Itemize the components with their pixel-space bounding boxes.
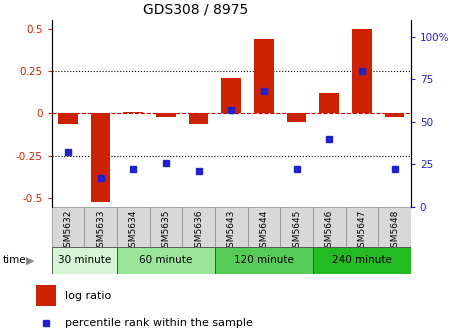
Text: 30 minute: 30 minute — [57, 255, 111, 265]
Title: GDS308 / 8975: GDS308 / 8975 — [143, 2, 248, 16]
Text: GSM5644: GSM5644 — [260, 210, 269, 253]
Text: ▶: ▶ — [26, 255, 35, 265]
Text: time: time — [2, 255, 26, 265]
Bar — [280, 207, 313, 247]
Text: GSM5634: GSM5634 — [129, 210, 138, 253]
Text: 120 minute: 120 minute — [234, 255, 294, 265]
Bar — [352, 29, 372, 114]
Text: GSM5645: GSM5645 — [292, 210, 301, 253]
Bar — [319, 93, 339, 114]
Bar — [385, 114, 404, 117]
Text: GSM5646: GSM5646 — [325, 210, 334, 253]
Text: GSM5636: GSM5636 — [194, 210, 203, 253]
Bar — [156, 114, 176, 117]
Bar — [215, 247, 313, 274]
Text: GSM5648: GSM5648 — [390, 210, 399, 253]
Bar — [117, 247, 215, 274]
Text: 240 minute: 240 minute — [332, 255, 392, 265]
Bar — [123, 112, 143, 114]
Text: 60 minute: 60 minute — [139, 255, 193, 265]
Bar — [84, 207, 117, 247]
Bar — [313, 247, 411, 274]
Bar — [150, 207, 182, 247]
Bar — [52, 247, 117, 274]
Bar — [254, 39, 274, 114]
Bar — [36, 285, 56, 306]
Bar — [287, 114, 306, 122]
Bar — [189, 114, 208, 124]
Bar — [346, 207, 378, 247]
Bar — [58, 114, 78, 124]
Bar — [117, 207, 150, 247]
Bar — [52, 207, 84, 247]
Text: GSM5632: GSM5632 — [63, 210, 72, 253]
Bar — [247, 207, 280, 247]
Bar — [313, 207, 346, 247]
Text: GSM5633: GSM5633 — [96, 210, 105, 253]
Text: percentile rank within the sample: percentile rank within the sample — [65, 319, 253, 328]
Text: log ratio: log ratio — [65, 291, 111, 301]
Bar — [221, 78, 241, 114]
Text: GSM5647: GSM5647 — [357, 210, 366, 253]
Text: GSM5643: GSM5643 — [227, 210, 236, 253]
Bar — [378, 207, 411, 247]
Bar — [215, 207, 247, 247]
Bar — [91, 114, 110, 202]
Bar — [182, 207, 215, 247]
Text: GSM5635: GSM5635 — [162, 210, 171, 253]
